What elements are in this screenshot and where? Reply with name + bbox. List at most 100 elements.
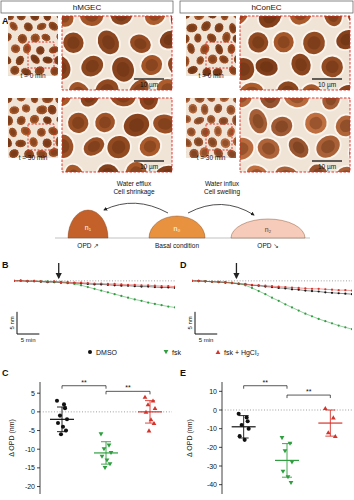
trace-point: [318, 318, 320, 320]
cell: [284, 16, 318, 30]
trace-point: [140, 284, 142, 286]
cell: [8, 31, 14, 45]
cell: [204, 98, 217, 104]
trace-point: [174, 306, 175, 308]
trace-point: [344, 293, 346, 295]
trace-point: [318, 288, 320, 290]
scale-bar: [312, 160, 342, 161]
cell-dome: [231, 219, 305, 238]
tick: [219, 428, 222, 429]
trace-point: [87, 286, 89, 288]
cell: [8, 75, 14, 76]
trace-point: [244, 283, 246, 285]
cell-core: [309, 116, 323, 130]
tick-label: -5: [29, 427, 35, 434]
trace-point: [127, 284, 129, 286]
trace-point: [53, 281, 55, 283]
cell: [217, 53, 231, 66]
plot-area: [14, 279, 175, 308]
cell-core: [8, 138, 11, 146]
error-cap: [239, 415, 249, 416]
trace-point: [87, 282, 89, 284]
cell: [192, 115, 206, 127]
cell: [320, 55, 344, 79]
cell: [8, 20, 20, 33]
legend-entry: DMSO: [96, 349, 118, 356]
trace-point: [211, 281, 213, 283]
cell: [240, 133, 258, 165]
cell: [200, 103, 209, 115]
trace: [192, 281, 352, 294]
error-bar: [287, 444, 288, 478]
cell: [320, 16, 345, 30]
data-point: [105, 458, 110, 462]
cell-core: [215, 24, 222, 32]
trace-point: [160, 285, 162, 287]
cell-core: [162, 32, 172, 47]
cell-core: [114, 16, 129, 22]
index-label: n₂: [265, 226, 272, 233]
error-cap: [325, 436, 335, 437]
cell: [8, 43, 9, 57]
cell-core: [240, 98, 250, 105]
cell: [229, 76, 236, 77]
cell: [195, 54, 206, 66]
panel-label: E: [180, 368, 186, 378]
tick: [219, 484, 222, 485]
error-cap: [239, 438, 249, 439]
cell: [199, 19, 214, 34]
error-bar: [62, 407, 63, 432]
cell: [15, 139, 27, 148]
cell-core: [209, 55, 217, 63]
data-point: [246, 419, 250, 423]
micrograph: [8, 16, 58, 76]
cell: [19, 124, 34, 138]
cell-core: [339, 87, 350, 90]
cell: [27, 135, 39, 148]
cell: [8, 126, 19, 139]
trace-point: [218, 281, 220, 283]
cell-core: [228, 107, 234, 114]
trace-point: [344, 326, 346, 328]
cell-core: [240, 61, 251, 77]
cell-core: [326, 16, 340, 23]
trace-point: [53, 280, 55, 282]
cell: [35, 126, 48, 139]
cell: [231, 33, 236, 45]
error-cap: [101, 441, 111, 442]
cell-core: [188, 25, 195, 31]
cell-core: [216, 45, 222, 53]
cell: [213, 125, 223, 137]
cell-core: [195, 16, 203, 19]
trace-point: [264, 293, 266, 295]
cell: [240, 80, 266, 90]
trace-point: [251, 284, 253, 286]
tick: [37, 467, 40, 468]
trace-point: [238, 283, 240, 285]
cell: [267, 112, 296, 140]
cell-core: [97, 81, 117, 90]
cell: [89, 73, 125, 90]
trace-point: [331, 292, 333, 294]
trace-point: [338, 292, 340, 294]
trace-point: [231, 282, 233, 284]
cell-core: [82, 98, 98, 105]
cell-core: [55, 56, 58, 64]
cell: [62, 16, 79, 32]
cell: [344, 136, 350, 167]
zoom-region: [28, 124, 54, 150]
cell: [240, 16, 254, 31]
time-label: t = 30 min: [19, 154, 48, 161]
cell-core: [220, 118, 226, 124]
cell-core: [10, 150, 18, 158]
significance-label: **: [306, 388, 312, 395]
tick-label: -10: [207, 425, 217, 432]
trace-point: [107, 284, 109, 286]
legend-marker: [88, 350, 92, 354]
scale-bar: [312, 78, 342, 79]
cell-core: [52, 68, 57, 74]
trace-point: [147, 284, 149, 286]
significance-label: **: [81, 379, 87, 386]
scale-bar: [17, 334, 39, 335]
cell: [108, 16, 134, 28]
